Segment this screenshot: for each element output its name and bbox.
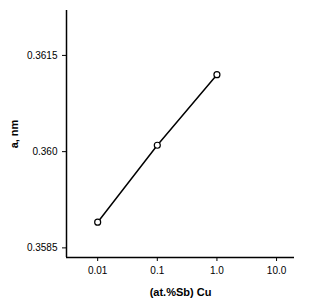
svg-text:0.3585: 0.3585: [27, 242, 58, 253]
svg-text:0.1: 0.1: [150, 265, 164, 276]
svg-text:a, nm: a, nm: [8, 119, 20, 148]
svg-text:10.0: 10.0: [267, 265, 287, 276]
svg-text:1.0: 1.0: [210, 265, 224, 276]
svg-text:(at.%Sb) Cu: (at.%Sb) Cu: [150, 286, 212, 298]
svg-text:0.360: 0.360: [32, 146, 57, 157]
svg-text:0.3615: 0.3615: [27, 50, 58, 61]
svg-text:0.01: 0.01: [88, 265, 108, 276]
